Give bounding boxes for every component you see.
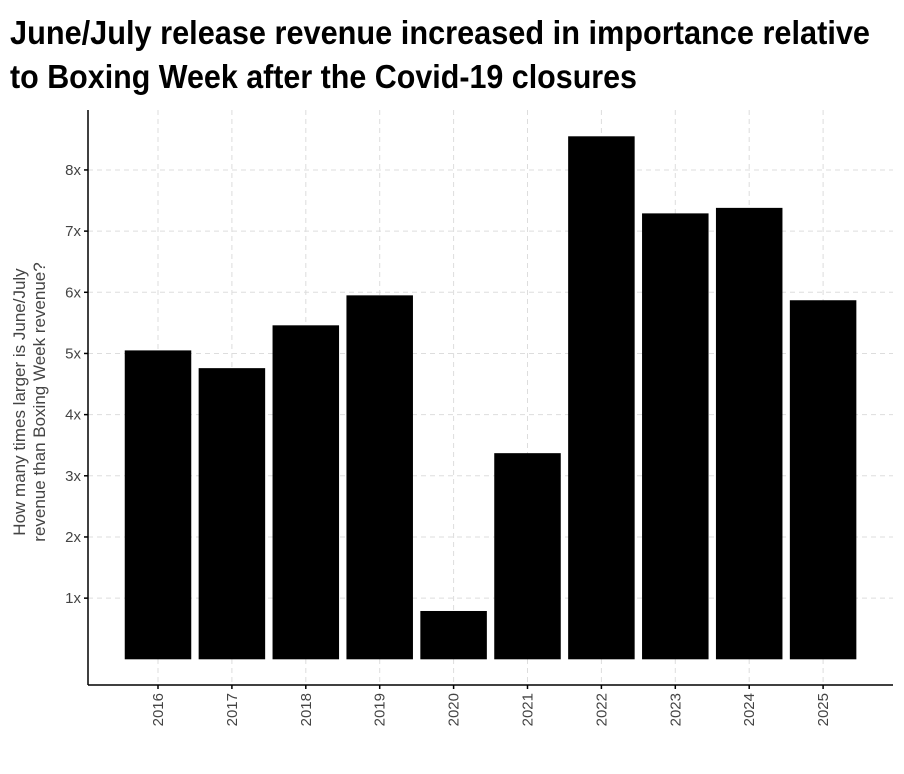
bar xyxy=(124,350,192,660)
bar xyxy=(568,136,635,660)
y-tick-label: 5x xyxy=(65,345,81,362)
y-axis-title-line: How many times larger is June/July xyxy=(10,268,29,536)
chart-title: June/July release revenue increased in i… xyxy=(10,14,870,51)
chart-title: to Boxing Week after the Covid-19 closur… xyxy=(10,58,637,95)
x-tick-label: 2023 xyxy=(667,693,684,726)
x-tick-label: 2024 xyxy=(741,693,758,726)
x-tick-label: 2025 xyxy=(815,693,832,726)
y-tick-label: 8x xyxy=(65,162,81,179)
y-tick-label: 7x xyxy=(65,223,81,240)
y-tick-label: 4x xyxy=(65,407,81,424)
x-tick-label: 2017 xyxy=(224,693,241,726)
x-tick-label: 2016 xyxy=(150,693,167,726)
y-tick-label: 6x xyxy=(65,284,81,301)
y-tick-label: 1x xyxy=(65,590,81,607)
bar xyxy=(715,207,783,660)
bar xyxy=(494,453,561,660)
x-tick-label: 2020 xyxy=(446,693,463,726)
x-tick-label: 2022 xyxy=(593,693,610,726)
bar xyxy=(420,610,487,660)
x-tick-label: 2018 xyxy=(298,693,315,726)
bar xyxy=(272,325,340,660)
x-tick-label: 2019 xyxy=(372,693,389,726)
y-tick-label: 3x xyxy=(65,468,81,485)
bar xyxy=(346,295,413,660)
bar xyxy=(642,213,709,660)
x-tick-label: 2021 xyxy=(520,693,537,726)
y-axis-title-line: revenue than Boxing Week revenue? xyxy=(30,262,49,541)
y-axis-title: How many times larger is June/July reven… xyxy=(10,262,49,541)
bar xyxy=(198,368,266,660)
y-tick-label: 2x xyxy=(65,529,81,546)
bar xyxy=(789,300,857,660)
